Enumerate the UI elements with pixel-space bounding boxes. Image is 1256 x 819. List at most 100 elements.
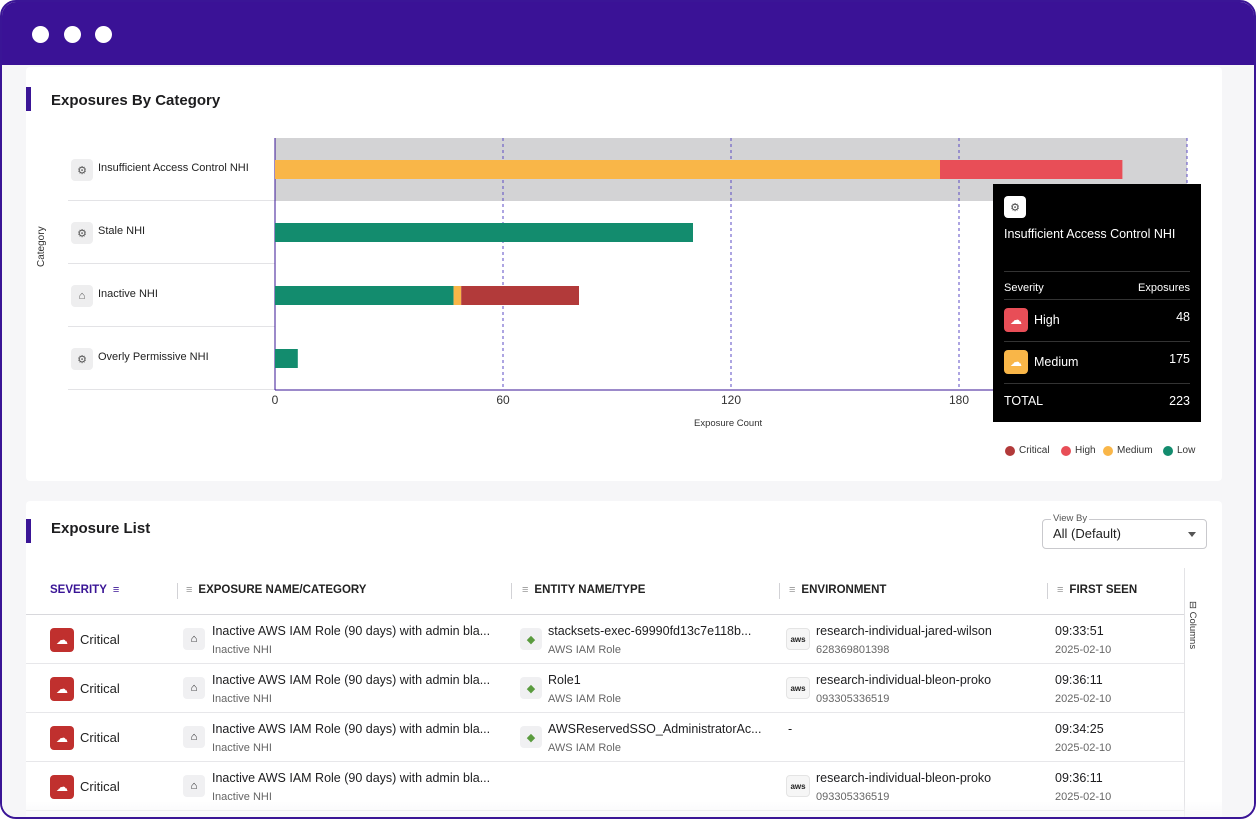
columns-icon: ⊟ (1187, 601, 1198, 609)
bar-segment-low (275, 349, 298, 368)
entity-name[interactable]: stacksets-exec-69990fd13c7e118b... (548, 624, 752, 638)
legend-label: Medium (1117, 445, 1153, 456)
legend-item-high[interactable]: High (1061, 445, 1096, 456)
nhi-gear-icon: ⚙ (1004, 196, 1026, 218)
account-id: 093305336519 (816, 791, 890, 803)
header-first-seen[interactable]: ≡ FIRST SEEN (1057, 584, 1137, 596)
header-severity[interactable]: SEVERITY ≡ (50, 584, 119, 596)
entity-name[interactable]: Role1 (548, 673, 581, 687)
inactive-nhi-icon: ⌂ (183, 628, 205, 650)
x-tick-label: 180 (948, 393, 970, 407)
category-icon: ⚙ (71, 348, 93, 370)
tooltip-total-value: 223 (1169, 394, 1190, 408)
window-dot-2[interactable] (64, 26, 81, 43)
card-accent (26, 87, 31, 111)
category-row[interactable]: ⚙ Overly Permissive NHI (68, 327, 275, 390)
exposure-category: Inactive NHI (212, 644, 272, 656)
column-separator[interactable] (511, 583, 512, 599)
bar-segment-low (275, 286, 454, 305)
legend-item-low[interactable]: Low (1163, 445, 1195, 456)
legend-label: High (1075, 445, 1096, 456)
table-row[interactable]: ☁ Critical ⌂ Inactive AWS IAM Role (90 d… (26, 713, 1184, 762)
severity-text: Critical (80, 632, 120, 647)
category-label: Overly Permissive NHI (98, 351, 209, 363)
drag-handle-icon: ≡ (789, 584, 796, 596)
exposure-name[interactable]: Inactive AWS IAM Role (90 days) with adm… (212, 624, 491, 638)
aws-icon: aws (786, 628, 810, 650)
environment-name[interactable]: research-individual-bleon-proko (816, 673, 992, 687)
exposure-name[interactable]: Inactive AWS IAM Role (90 days) with adm… (212, 673, 491, 687)
legend-item-critical[interactable]: Critical (1005, 445, 1050, 456)
header-first-seen-label: FIRST SEEN (1069, 584, 1138, 596)
tooltip-row-severity: High (1034, 313, 1060, 327)
exposure-name[interactable]: Inactive AWS IAM Role (90 days) with adm… (212, 771, 491, 785)
environment-name: - (788, 722, 793, 736)
card-accent (26, 519, 31, 543)
aws-icon: aws (786, 775, 810, 797)
high-severity-icon: ☁ (1004, 308, 1028, 332)
tooltip-row-value: 175 (1169, 352, 1190, 366)
first-seen-date: 2025-02-10 (1055, 742, 1112, 754)
drag-handle-icon: ≡ (186, 584, 193, 596)
legend-item-medium[interactable]: Medium (1103, 445, 1153, 456)
header-environment[interactable]: ≡ ENVIRONMENT (789, 584, 886, 596)
category-row[interactable]: ⌂ Inactive NHI (68, 264, 275, 327)
exposure-name[interactable]: Inactive AWS IAM Role (90 days) with adm… (212, 722, 491, 736)
inactive-nhi-icon: ⌂ (183, 726, 205, 748)
inactive-nhi-icon: ⌂ (183, 677, 205, 699)
tooltip-divider (1004, 299, 1190, 300)
exposures-by-category-card: Exposures By Category Category ⚙ Insuffic… (26, 67, 1222, 481)
view-by-label: View By (1051, 513, 1090, 524)
tooltip-divider (1004, 271, 1190, 272)
severity-text: Critical (80, 730, 120, 745)
columns-toggle[interactable]: ⊟ Columns (1187, 601, 1198, 649)
header-entity-label: ENTITY NAME/TYPE (534, 584, 646, 596)
sort-icon: ≡ (112, 584, 120, 596)
first-seen-date: 2025-02-10 (1055, 644, 1112, 656)
header-exposure[interactable]: ≡ EXPOSURE NAME/CATEGORY (186, 584, 366, 596)
column-separator[interactable] (1047, 583, 1048, 599)
legend-label: Low (1177, 445, 1196, 456)
header-environment-label: ENVIRONMENT (801, 584, 887, 596)
category-icon: ⚙ (71, 222, 93, 244)
category-icon: ⌂ (71, 285, 93, 307)
header-entity[interactable]: ≡ ENTITY NAME/TYPE (522, 584, 645, 596)
card-title: Exposure List (51, 520, 151, 537)
exposure-category: Inactive NHI (212, 742, 272, 754)
tooltip-row-value: 48 (1176, 310, 1190, 324)
environment-name[interactable]: research-individual-bleon-proko (816, 771, 992, 785)
exposure-category: Inactive NHI (212, 791, 272, 803)
entity-name[interactable]: AWSReservedSSO_AdministratorAc... (548, 722, 762, 736)
window-titlebar (2, 2, 1254, 65)
legend-dot (1103, 445, 1113, 456)
view-by-select[interactable]: All (Default) (1042, 519, 1207, 549)
aws-icon: aws (786, 677, 810, 699)
column-separator[interactable] (177, 583, 178, 599)
window-dot-3[interactable] (95, 26, 112, 43)
drag-handle-icon: ≡ (1057, 584, 1064, 596)
columns-rail (1184, 568, 1185, 817)
window-dot-1[interactable] (32, 26, 49, 43)
critical-severity-icon: ☁ (50, 726, 74, 750)
tooltip-exposures-header: Exposures (1138, 282, 1190, 294)
table-row[interactable]: ☁ Critical ⌂ Inactive AWS IAM Role (90 d… (26, 664, 1184, 713)
tooltip-severity-header: Severity (1004, 282, 1044, 294)
legend-dot (1163, 445, 1173, 456)
category-row[interactable]: ⚙ Stale NHI (68, 201, 275, 264)
bar-segment-low (275, 223, 693, 242)
inactive-nhi-icon: ⌂ (183, 775, 205, 797)
medium-severity-icon: ☁ (1004, 350, 1028, 374)
exposure-list-card: Exposure List View By All (Default) SEVE… (26, 501, 1222, 817)
tooltip-title: Insufficient Access Control NHI (1004, 227, 1176, 241)
column-separator[interactable] (779, 583, 780, 599)
first-seen-time: 09:36:11 (1055, 673, 1103, 687)
entity-type: AWS IAM Role (548, 644, 621, 656)
entity-type: AWS IAM Role (548, 742, 621, 754)
table-row[interactable]: ☁ Critical ⌂ Inactive AWS IAM Role (90 d… (26, 615, 1184, 664)
critical-severity-icon: ☁ (50, 628, 74, 652)
chart-plot (274, 138, 1188, 391)
environment-name[interactable]: research-individual-jared-wilson (816, 624, 992, 638)
exposure-category: Inactive NHI (212, 693, 272, 705)
category-row[interactable]: ⚙ Insufficient Access Control NHI (68, 138, 275, 201)
